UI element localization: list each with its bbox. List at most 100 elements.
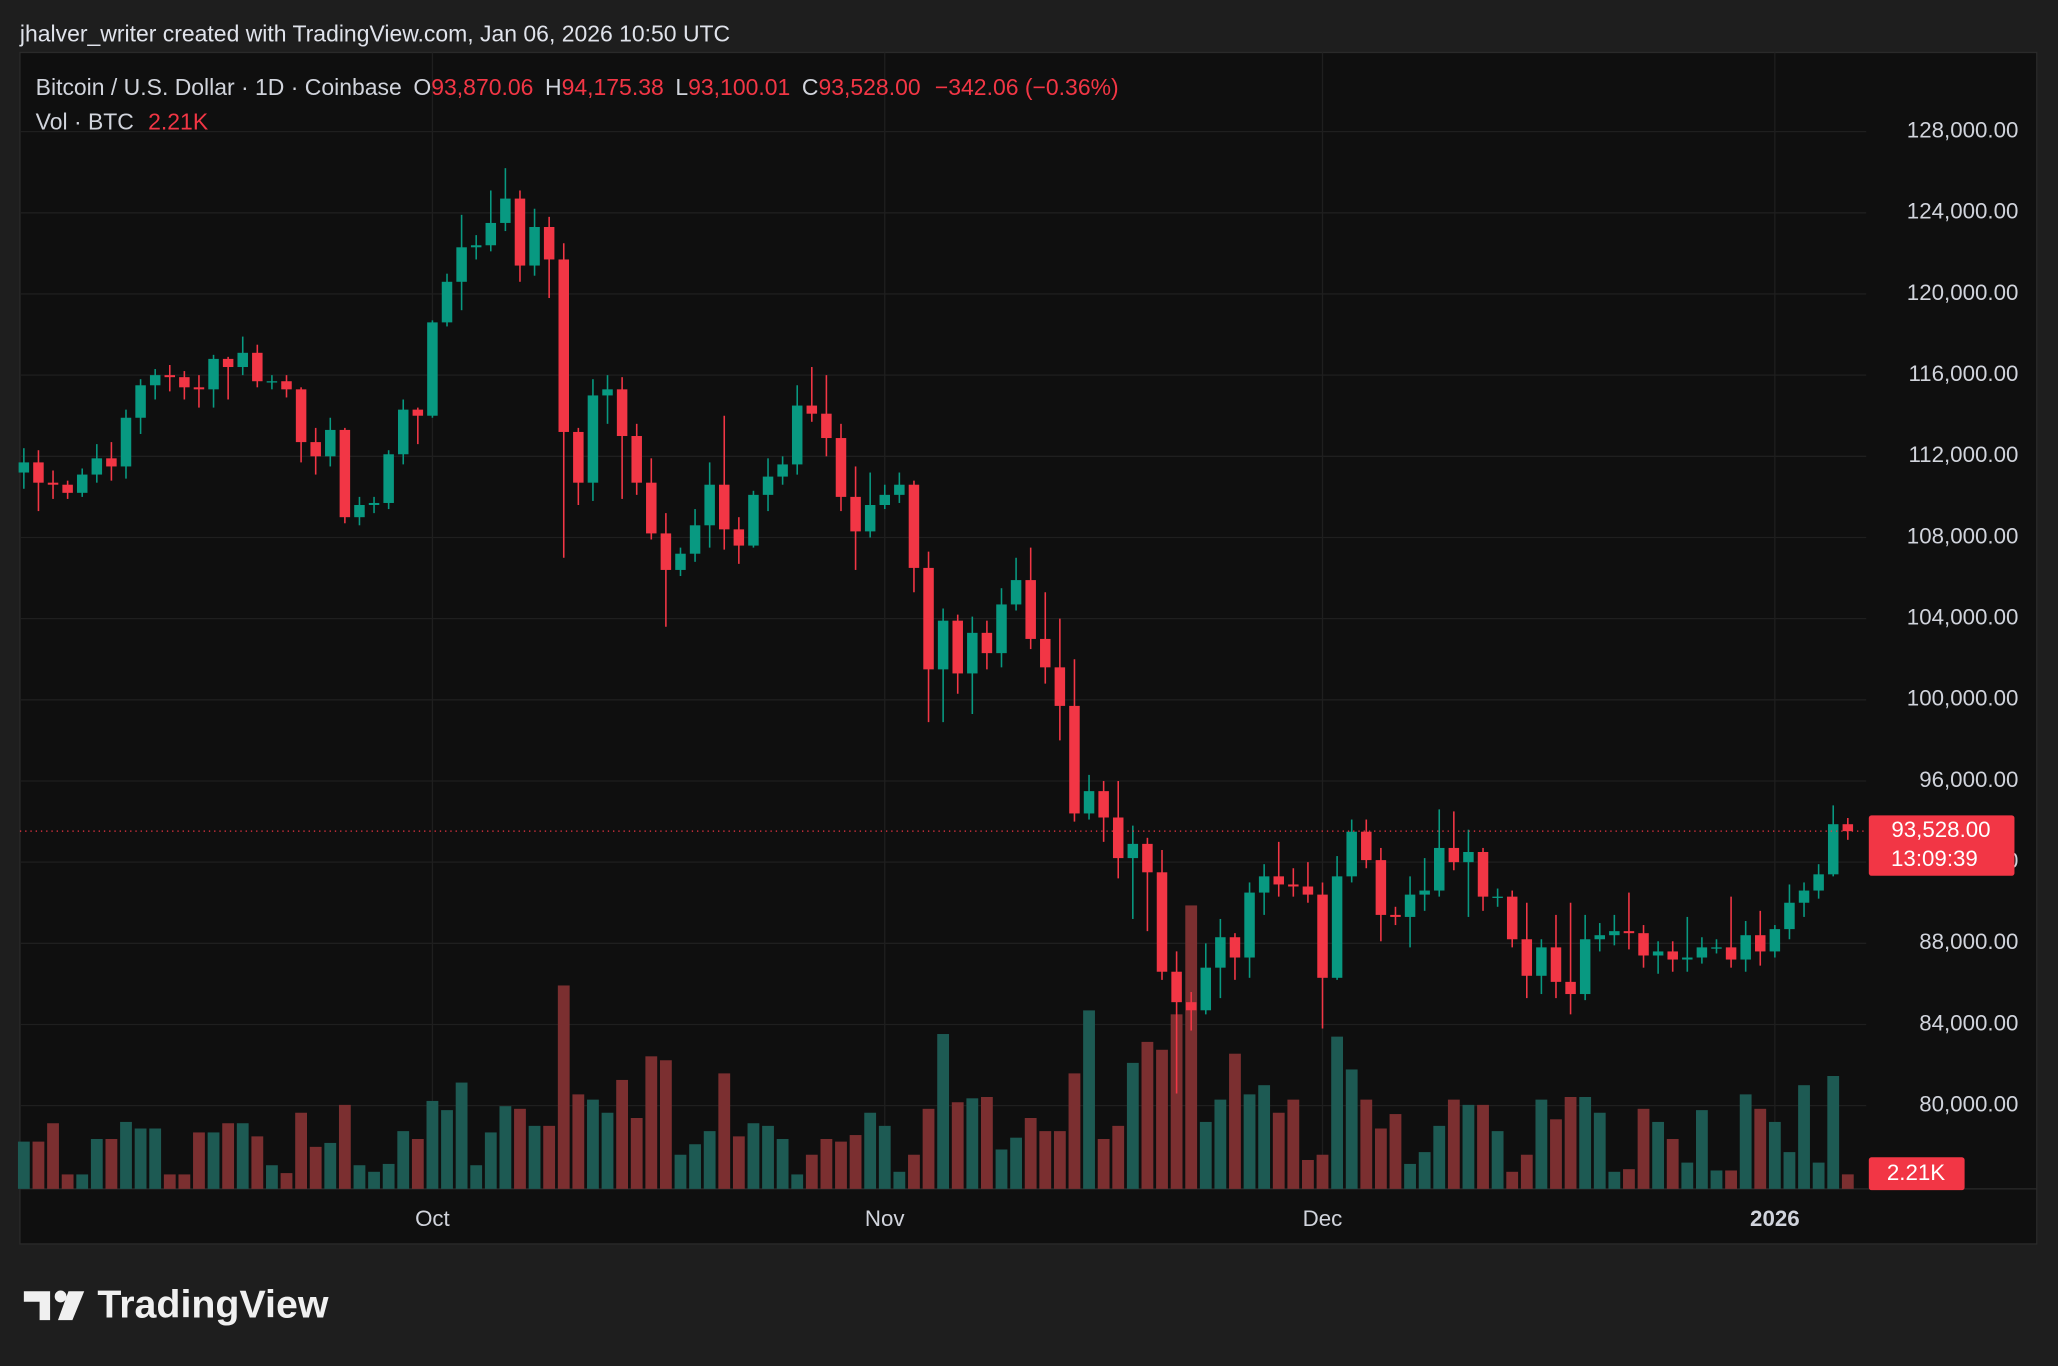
volume-bar [338, 1104, 351, 1189]
volume-bar [1229, 1053, 1241, 1189]
candle-body [1025, 580, 1036, 639]
high-key: H [545, 74, 562, 100]
volume-bar [1097, 1138, 1110, 1189]
candle-body [1550, 947, 1562, 982]
grid [19, 52, 1867, 1189]
volume-bar [601, 1112, 614, 1189]
candle-body [310, 442, 321, 457]
volume-bar [908, 1154, 920, 1189]
logo-icon [23, 1291, 51, 1321]
volume-bar [1491, 1131, 1504, 1189]
candle-body [1404, 894, 1416, 917]
candle-body [222, 358, 234, 368]
candle-body [1083, 791, 1095, 814]
candle-body [850, 496, 861, 532]
volume-bar [1272, 1112, 1285, 1189]
logo-text: TradingView [97, 1282, 329, 1326]
candle-body [1638, 933, 1649, 956]
volume-bar [1681, 1162, 1694, 1189]
y-tick-label: 108,000.00 [1907, 523, 2019, 548]
candle-body [1361, 831, 1372, 861]
volume-bar [980, 1096, 993, 1189]
volume-bar [1652, 1121, 1665, 1189]
volume-bar [1010, 1137, 1022, 1189]
candle-body [368, 502, 380, 506]
candle-body [1842, 824, 1854, 832]
y-tick-label: 104,000.00 [1907, 605, 2019, 630]
candle-body [339, 429, 351, 518]
candle-body [1609, 931, 1620, 936]
candle-body [47, 482, 59, 485]
volume-bar [1331, 1036, 1344, 1189]
candle-body [864, 505, 876, 532]
candle-body [1682, 957, 1693, 960]
volume-bar [747, 1123, 760, 1189]
candle-body [704, 484, 715, 526]
volume-bar [1141, 1041, 1154, 1189]
candle-body [1433, 847, 1445, 891]
volume-bar [222, 1123, 235, 1189]
candle-body [675, 553, 686, 570]
candle-body [908, 484, 920, 568]
volume-bar [455, 1082, 468, 1189]
candle-body [1492, 896, 1503, 898]
volume-value: 2.21K [148, 108, 209, 134]
candle-body [1594, 935, 1606, 940]
candle-body [164, 375, 176, 378]
volume-bar [1302, 1159, 1314, 1189]
candle-body [1200, 967, 1212, 1011]
volume-bar [1185, 905, 1198, 1189]
candle-body [894, 484, 905, 495]
candle-body [602, 389, 613, 396]
candle-body [806, 405, 818, 414]
volume-bar [368, 1171, 380, 1189]
candle-body [1536, 947, 1547, 976]
volume-bar [499, 1106, 512, 1189]
candle-body [529, 227, 540, 266]
volume-bar [849, 1135, 862, 1189]
volume-bar [1812, 1162, 1825, 1189]
candle-body [485, 222, 497, 246]
axis-layer: 80,000.0084,000.0088,000.0092,000.0096,0… [415, 118, 2018, 1232]
volume-bar [266, 1165, 278, 1189]
volume-bar [47, 1123, 59, 1189]
candle-body [1579, 939, 1591, 995]
candle-body [1010, 580, 1022, 605]
volume-bar [1258, 1085, 1271, 1189]
candle-body [923, 567, 934, 670]
volume-bar [134, 1128, 147, 1189]
countdown: 13:09:39 [1891, 846, 1978, 871]
volume-bar [1623, 1169, 1635, 1189]
candle-body [616, 389, 628, 437]
volume-bar [820, 1138, 833, 1189]
volume-bar [835, 1141, 847, 1189]
y-tick-label: 80,000.00 [1919, 1092, 2018, 1117]
volume-bar [1433, 1125, 1446, 1189]
volume-bar [1593, 1112, 1606, 1189]
candle-body [1142, 843, 1153, 873]
volume-bar [76, 1174, 89, 1189]
candle-body [967, 632, 978, 674]
candle-body [252, 352, 263, 382]
y-tick-label: 84,000.00 [1919, 1010, 2018, 1035]
close-value: 93,528.00 [818, 74, 920, 100]
volume-bar [32, 1141, 45, 1189]
volume-bar [251, 1136, 264, 1189]
volume-bar [805, 1154, 818, 1189]
candle-body [543, 227, 555, 260]
candle-body [1288, 884, 1299, 887]
volume-bar [149, 1128, 162, 1189]
candle-body [470, 245, 482, 248]
volume-bar [1477, 1104, 1489, 1189]
candle-body [748, 494, 759, 546]
volume-key: Vol · BTC [36, 108, 134, 134]
volume-bar [528, 1125, 541, 1189]
candle-body [1667, 951, 1678, 960]
candle-body [1521, 939, 1533, 976]
candle-body [1258, 876, 1270, 893]
candle-body [514, 198, 526, 266]
candle-body [106, 458, 117, 467]
candle-body [1506, 896, 1518, 940]
